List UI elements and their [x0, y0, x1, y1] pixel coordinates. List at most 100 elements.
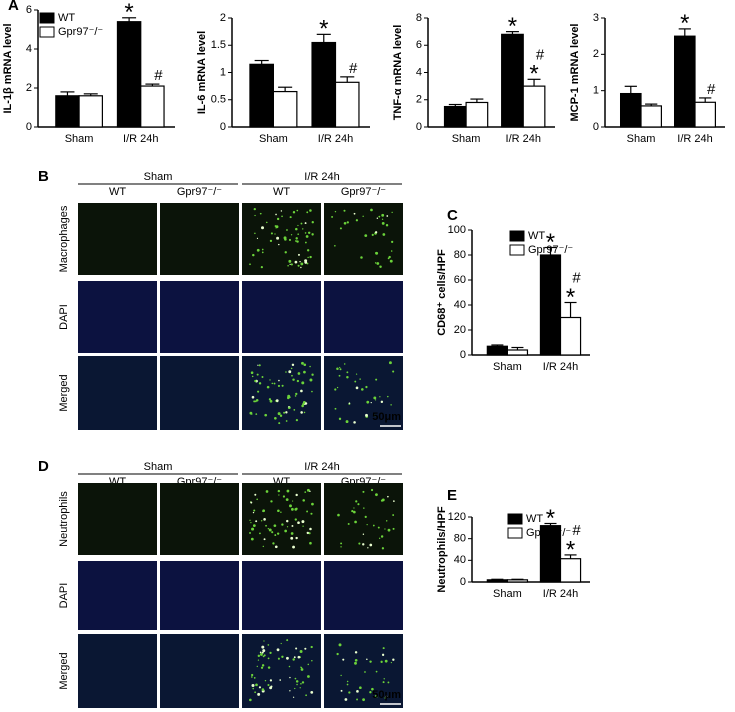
fluorescent-spot — [360, 256, 363, 259]
error-bar — [278, 86, 293, 92]
legend-label: Gpr97⁻/⁻ — [58, 26, 103, 38]
fluorescent-spot — [250, 537, 254, 541]
fluorescent-spot — [343, 221, 347, 225]
fluorescent-spot — [251, 673, 254, 677]
fluorescent-spot — [261, 688, 265, 691]
significance-star: * — [319, 16, 328, 43]
fluorescent-spot — [299, 260, 301, 263]
fluorescent-spot — [295, 392, 298, 396]
fluorescent-spot — [346, 375, 349, 379]
fluorescent-spot — [292, 658, 295, 661]
fluorescent-spot — [343, 209, 346, 212]
fluorescent-spot — [275, 399, 279, 403]
fluorescent-spot — [381, 498, 385, 502]
fluorescent-spot — [257, 654, 261, 658]
y-tick-label: 40 — [454, 554, 466, 566]
fluorescent-spot — [355, 500, 358, 503]
fluorescent-spot — [267, 666, 271, 669]
error-bar — [122, 17, 137, 22]
panel-label: B — [38, 168, 49, 185]
x-tick-label: Sham — [627, 133, 656, 145]
fluorescent-spot — [260, 520, 263, 522]
y-tick-label: 40 — [454, 299, 466, 311]
fluorescent-spot — [297, 655, 301, 659]
y-tick-label: 1 — [220, 66, 226, 78]
fluorescent-spot — [265, 221, 268, 224]
fluorescent-spot — [286, 489, 290, 493]
fluorescent-spot — [301, 681, 305, 684]
x-tick-label: Sham — [493, 588, 522, 600]
fluorescent-spot — [391, 240, 394, 243]
fluorescent-spot — [381, 218, 384, 220]
fluorescent-spot — [387, 495, 389, 498]
fluorescent-spot — [297, 224, 299, 227]
y-tick-label: 0.5 — [211, 94, 226, 106]
fluorescent-spot — [269, 239, 273, 243]
micrograph — [78, 203, 157, 275]
fluorescent-spot — [277, 412, 281, 416]
fluorescent-spot — [347, 522, 350, 525]
significance-star: * — [508, 13, 517, 40]
bar — [506, 349, 529, 356]
legend-label: WT — [528, 230, 545, 242]
fluorescent-spot — [269, 379, 271, 381]
column-label: Gpr97⁻/⁻ — [177, 186, 222, 198]
fluorescent-spot — [338, 374, 341, 377]
fluorescent-spot — [289, 676, 291, 679]
fluorescent-spot — [276, 532, 280, 535]
fluorescent-spot — [380, 535, 384, 538]
fluorescent-spot — [295, 227, 298, 231]
fluorescent-spot — [382, 233, 386, 236]
fluorescent-spot — [251, 683, 255, 687]
fluorescent-spot — [299, 687, 301, 689]
y-tick-label: 0 — [460, 576, 466, 588]
significance-star: * — [529, 61, 538, 88]
fluorescent-spot — [297, 233, 300, 235]
fluorescent-spot — [386, 215, 389, 217]
significance-hash: # — [536, 46, 545, 63]
fluorescent-spot — [296, 379, 300, 383]
fluorescent-spot — [295, 647, 298, 650]
bar — [539, 254, 562, 356]
y-tick-label: 2 — [416, 94, 422, 106]
fluorescent-spot — [273, 382, 276, 385]
fluorescent-spot — [338, 643, 342, 647]
fluorescent-spot — [364, 515, 367, 518]
fluorescent-spot — [289, 690, 291, 692]
fluorescent-spot — [277, 489, 281, 493]
fluorescent-spot — [366, 658, 368, 661]
fluorescent-spot — [294, 260, 298, 264]
fluorescent-spot — [346, 371, 349, 374]
fluorescent-spot — [384, 659, 388, 663]
y-tick-label: 4 — [26, 43, 32, 55]
bar — [465, 101, 489, 128]
fluorescent-spot — [308, 532, 311, 535]
fluorescent-spot — [255, 398, 259, 402]
micrograph — [160, 561, 239, 630]
row-label: Neutrophils — [58, 491, 70, 547]
fluorescent-spot — [354, 651, 358, 654]
fluorescent-spot — [362, 698, 365, 702]
x-tick-label: Sham — [493, 361, 522, 373]
fluorescent-spot — [385, 695, 388, 698]
error-bar — [678, 28, 691, 37]
y-tick-label: 3 — [593, 12, 599, 24]
fluorescent-spot — [353, 421, 356, 424]
fluorescent-spot — [351, 509, 354, 513]
fluorescent-spot — [295, 237, 298, 240]
fluorescent-spot — [334, 210, 337, 213]
fluorescent-spot — [274, 233, 276, 235]
fluorescent-spot — [311, 660, 313, 662]
fluorescent-spot — [295, 680, 299, 683]
fluorescent-spot — [339, 368, 342, 371]
y-axis-label: CD68⁺ cells/HPF — [436, 249, 448, 336]
fluorescent-spot — [287, 264, 289, 267]
fluorescent-spot — [294, 395, 297, 397]
legend-swatch — [39, 26, 55, 38]
fluorescent-spot — [265, 490, 269, 493]
micrograph — [160, 356, 239, 430]
x-tick-label: I/R 24h — [677, 133, 712, 145]
fluorescent-spot — [348, 402, 351, 404]
legend-label: WT — [58, 12, 75, 24]
x-tick-label: I/R 24h — [318, 133, 353, 145]
